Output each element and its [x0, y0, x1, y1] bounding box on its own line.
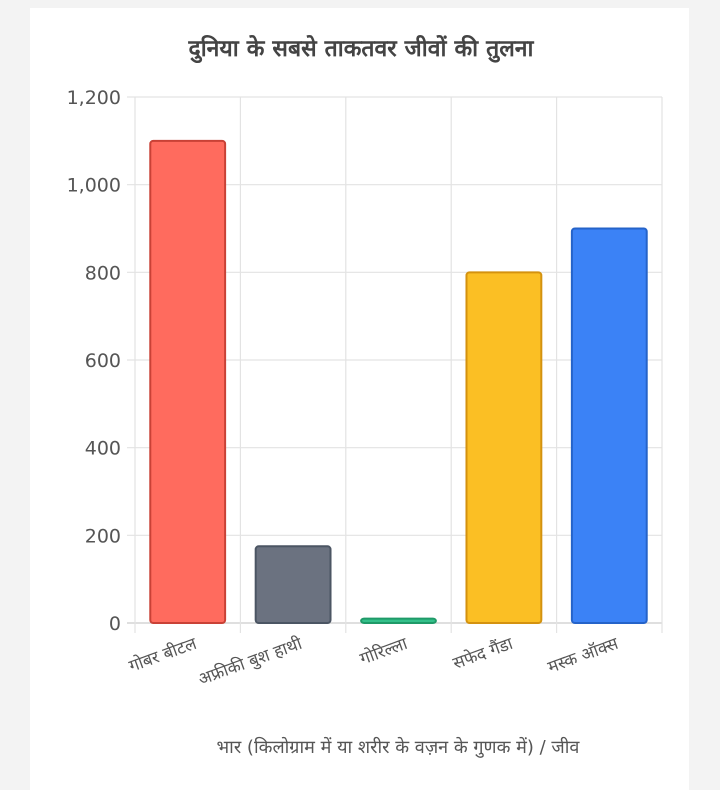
chart-title: दुनिया के सबसे ताकतवर जीवों की तुलना [187, 34, 534, 64]
bar [570, 227, 648, 624]
y-tick-label: 200 [85, 525, 121, 547]
y-axis-ticks: 0 200 400 600 800 1,000 1,200 [67, 87, 121, 635]
bar [149, 139, 227, 624]
bars [149, 139, 648, 625]
bar [360, 617, 437, 624]
y-tick-label: 0 [109, 613, 121, 635]
bar-chart: दुनिया के सबसे ताकतवर जीवों की तुलना 0 20… [67, 34, 663, 758]
chart-card: दुनिया के सबसे ताकतवर जीवों की तुलना 0 20… [30, 8, 689, 790]
x-tick-label: गोबर बीटल [126, 633, 200, 677]
y-tick-label: 1,000 [67, 175, 121, 197]
y-tick-label: 1,200 [67, 87, 121, 109]
x-tick-label: गोरिल्ला [357, 633, 411, 670]
x-tick-label: मस्क ऑक्स [545, 634, 621, 678]
x-axis-label: भार (किलोग्राम में या शरीर के वज़न के गु… [217, 736, 581, 758]
bar [254, 545, 332, 625]
y-tick-label: 400 [85, 438, 121, 460]
y-tick-label: 800 [85, 262, 121, 284]
bar [465, 271, 543, 624]
y-tick-label: 600 [85, 350, 121, 372]
x-tick-label: सफेद गैंडा [450, 633, 516, 674]
x-tick-label: अफ्रीकी बुश हाथी [195, 633, 305, 690]
